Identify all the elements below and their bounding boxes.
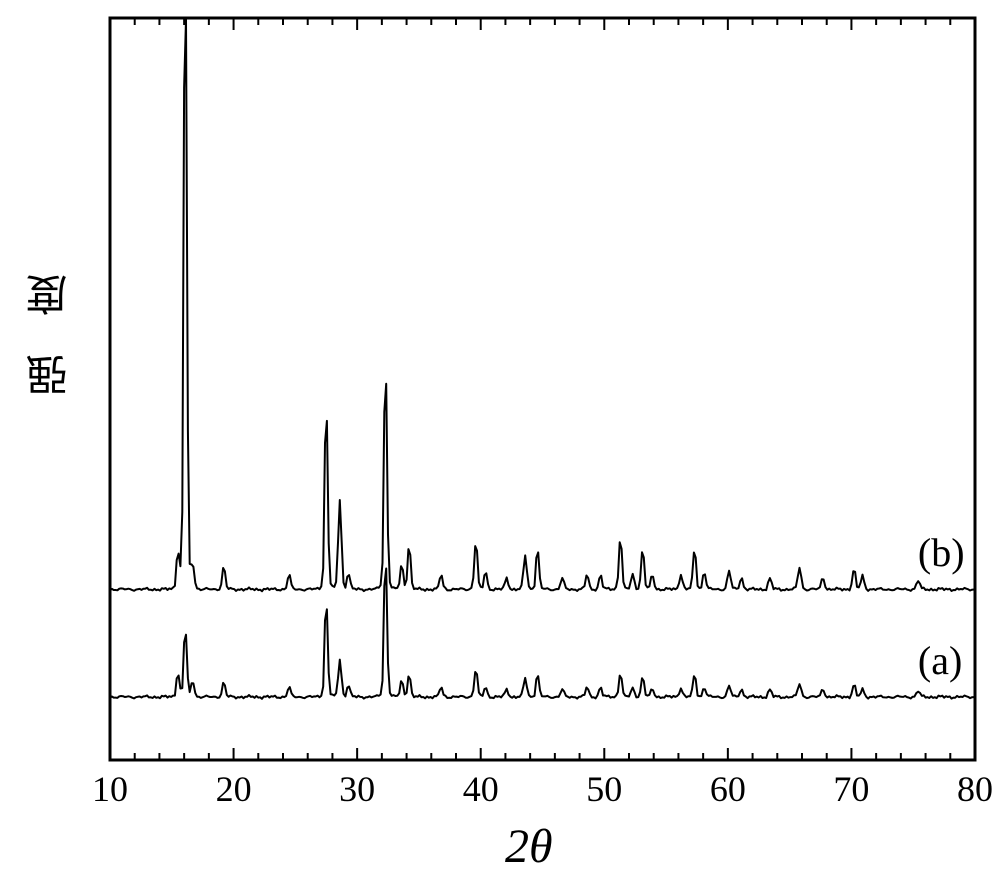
- x-tick-label: 40: [463, 768, 499, 810]
- x-tick-label: 80: [957, 768, 993, 810]
- xrd-chart: 强 度 2θ 10 20 30 40 50 60 70 80 (b) (a): [0, 0, 1000, 884]
- annotation-b: (b): [918, 529, 965, 576]
- y-axis-label: 强 度: [20, 260, 81, 397]
- x-tick-label: 60: [710, 768, 746, 810]
- x-tick-label: 10: [92, 768, 128, 810]
- x-axis-label: 2θ: [505, 819, 553, 874]
- plot-area: [0, 0, 1000, 884]
- x-tick-label: 70: [833, 768, 869, 810]
- x-tick-label: 20: [216, 768, 252, 810]
- annotation-a: (a): [918, 637, 962, 684]
- x-tick-label: 30: [339, 768, 375, 810]
- x-tick-label: 50: [586, 768, 622, 810]
